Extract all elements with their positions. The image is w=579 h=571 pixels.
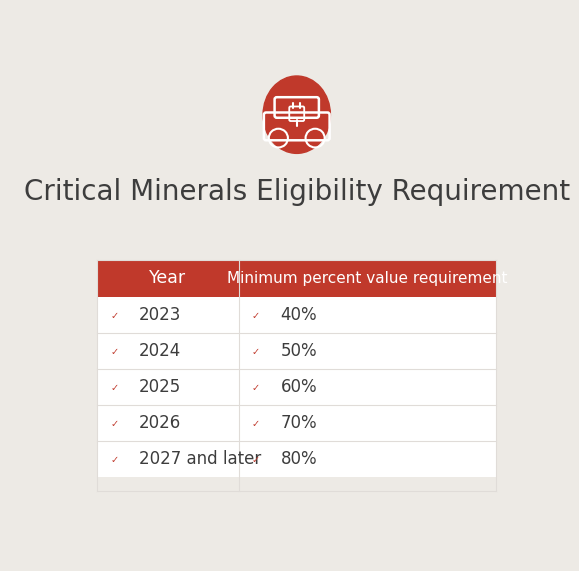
- FancyBboxPatch shape: [239, 405, 496, 441]
- Text: ✓: ✓: [252, 455, 260, 465]
- Text: ✓: ✓: [110, 311, 118, 321]
- FancyBboxPatch shape: [239, 297, 496, 333]
- Text: ✓: ✓: [110, 455, 118, 465]
- Ellipse shape: [263, 76, 331, 154]
- FancyBboxPatch shape: [97, 369, 239, 405]
- FancyBboxPatch shape: [97, 260, 239, 297]
- FancyBboxPatch shape: [239, 333, 496, 369]
- Text: ✓: ✓: [252, 419, 260, 429]
- Text: 60%: 60%: [281, 378, 317, 396]
- FancyBboxPatch shape: [239, 369, 496, 405]
- Text: 70%: 70%: [281, 415, 317, 432]
- Text: ✓: ✓: [110, 347, 118, 357]
- Text: 2023: 2023: [139, 306, 181, 324]
- Text: 50%: 50%: [281, 342, 317, 360]
- Text: ✓: ✓: [110, 383, 118, 393]
- FancyBboxPatch shape: [97, 405, 239, 441]
- Text: ✓: ✓: [252, 347, 260, 357]
- FancyBboxPatch shape: [97, 333, 239, 369]
- Text: 2026: 2026: [139, 415, 181, 432]
- FancyBboxPatch shape: [239, 260, 496, 297]
- Text: 2025: 2025: [139, 378, 181, 396]
- Text: ✓: ✓: [252, 311, 260, 321]
- Text: Year: Year: [149, 270, 186, 287]
- Text: Minimum percent value requirement: Minimum percent value requirement: [228, 271, 508, 286]
- FancyBboxPatch shape: [97, 441, 239, 477]
- Text: Critical Minerals Eligibility Requirement: Critical Minerals Eligibility Requiremen…: [24, 178, 570, 206]
- Text: 2024: 2024: [139, 342, 181, 360]
- FancyBboxPatch shape: [239, 441, 496, 477]
- Text: ✓: ✓: [252, 383, 260, 393]
- Text: ✓: ✓: [110, 419, 118, 429]
- Text: 40%: 40%: [281, 306, 317, 324]
- FancyBboxPatch shape: [97, 297, 239, 333]
- Text: 80%: 80%: [281, 451, 317, 468]
- Text: 2027 and later: 2027 and later: [139, 451, 261, 468]
